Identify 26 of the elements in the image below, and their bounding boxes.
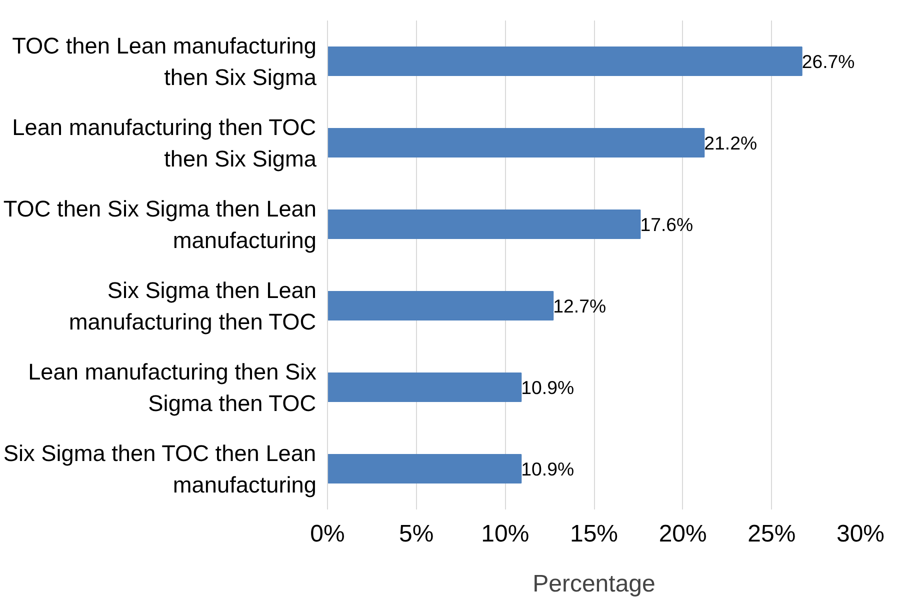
- bar: [328, 46, 802, 76]
- data-label: 17.6%: [640, 214, 694, 235]
- x-tick-label: 10%: [481, 520, 530, 548]
- x-tick-label: 20%: [658, 520, 707, 548]
- bar: [328, 128, 705, 158]
- data-label: 10.9%: [521, 458, 574, 480]
- data-label: 21.2%: [704, 132, 758, 154]
- y-tick-label: TOC then Lean manufacturing then Six Sigma: [12, 32, 317, 90]
- x-tick-label: 0%: [310, 520, 345, 548]
- y-tick-label: Lean manufacturing then Six Sigma then TOC: [28, 358, 318, 416]
- x-tick-label: 5%: [398, 520, 434, 548]
- x-tick-label: 25%: [748, 520, 796, 548]
- bar: [328, 372, 522, 402]
- bar: [328, 209, 641, 240]
- y-tick-label: Six Sigma then Lean manufacturing then TOC: [68, 277, 317, 334]
- bar: [328, 454, 522, 484]
- x-axis-title: Percentage: [532, 570, 656, 598]
- data-label: 12.7%: [553, 295, 606, 316]
- x-tick-label: 15%: [570, 520, 618, 548]
- x-tick-label: 30%: [836, 520, 885, 548]
- data-label: 26.7%: [802, 50, 855, 72]
- y-tick-label: Six Sigma then TOC then Lean manufacturing: [3, 440, 317, 498]
- bar: [328, 290, 554, 321]
- y-tick-label: Lean manufacturing then TOC then Six Sigma: [12, 114, 317, 172]
- data-label: 10.9%: [521, 376, 574, 398]
- y-tick-label: TOC then Six Sigma then Lean manufacturing: [3, 196, 317, 253]
